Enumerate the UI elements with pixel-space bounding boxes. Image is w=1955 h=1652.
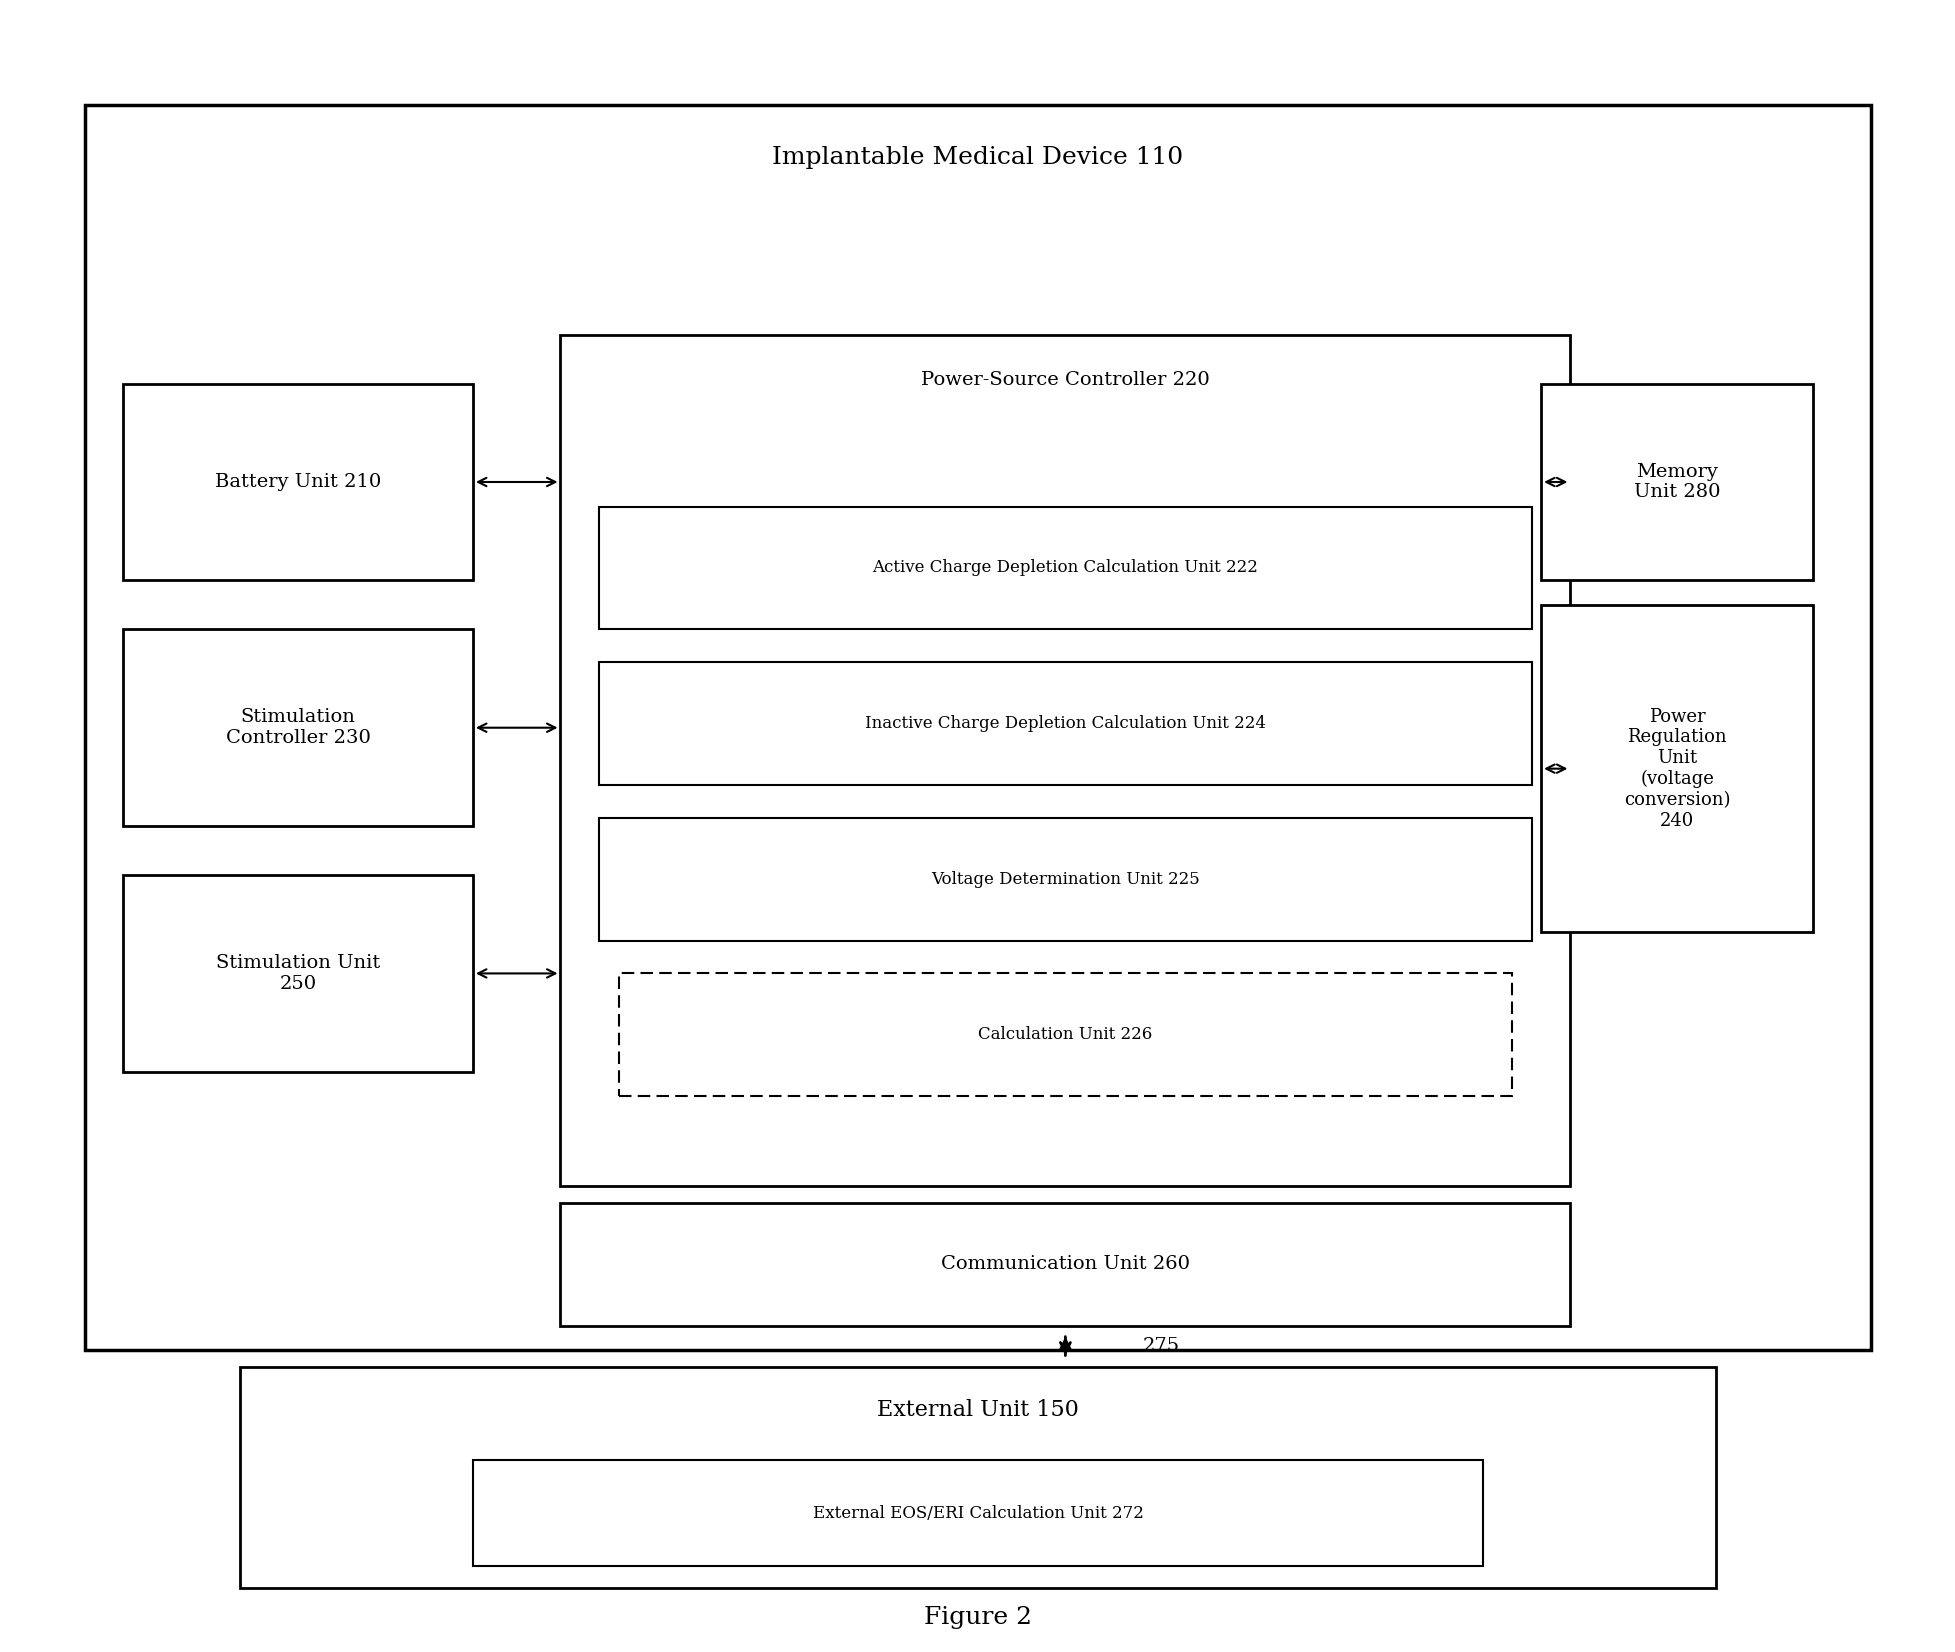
Text: Implantable Medical Device 110: Implantable Medical Device 110 — [772, 145, 1183, 169]
Text: Voltage Determination Unit 225: Voltage Determination Unit 225 — [931, 871, 1198, 887]
FancyBboxPatch shape — [561, 1203, 1570, 1325]
Text: Battery Unit 210: Battery Unit 210 — [215, 472, 381, 491]
Text: Inactive Charge Depletion Calculation Unit 224: Inactive Charge Depletion Calculation Un… — [864, 715, 1265, 732]
FancyBboxPatch shape — [123, 629, 473, 826]
FancyBboxPatch shape — [598, 818, 1531, 940]
Text: Calculation Unit 226: Calculation Unit 226 — [978, 1026, 1151, 1044]
Text: External EOS/ERI Calculation Unit 272: External EOS/ERI Calculation Unit 272 — [811, 1505, 1144, 1521]
Text: Memory
Unit 280: Memory Unit 280 — [1632, 463, 1720, 502]
Text: Stimulation Unit
250: Stimulation Unit 250 — [215, 955, 379, 993]
FancyBboxPatch shape — [123, 383, 473, 580]
FancyBboxPatch shape — [598, 507, 1531, 629]
FancyBboxPatch shape — [561, 335, 1570, 1186]
FancyBboxPatch shape — [598, 662, 1531, 785]
Text: Active Charge Depletion Calculation Unit 222: Active Charge Depletion Calculation Unit… — [872, 560, 1257, 577]
FancyBboxPatch shape — [618, 973, 1511, 1097]
FancyBboxPatch shape — [123, 876, 473, 1072]
FancyBboxPatch shape — [473, 1460, 1482, 1566]
FancyBboxPatch shape — [84, 106, 1871, 1350]
Text: Power
Regulation
Unit
(voltage
conversion)
240: Power Regulation Unit (voltage conversio… — [1623, 707, 1730, 829]
Text: Communication Unit 260: Communication Unit 260 — [940, 1256, 1189, 1274]
FancyBboxPatch shape — [1541, 383, 1812, 580]
Text: Power-Source Controller 220: Power-Source Controller 220 — [921, 370, 1208, 388]
Text: 275: 275 — [1142, 1336, 1179, 1355]
Text: Figure 2: Figure 2 — [923, 1606, 1032, 1629]
FancyBboxPatch shape — [240, 1366, 1715, 1588]
FancyBboxPatch shape — [1541, 605, 1812, 932]
Text: Stimulation
Controller 230: Stimulation Controller 230 — [225, 709, 371, 747]
Text: External Unit 150: External Unit 150 — [876, 1399, 1079, 1421]
